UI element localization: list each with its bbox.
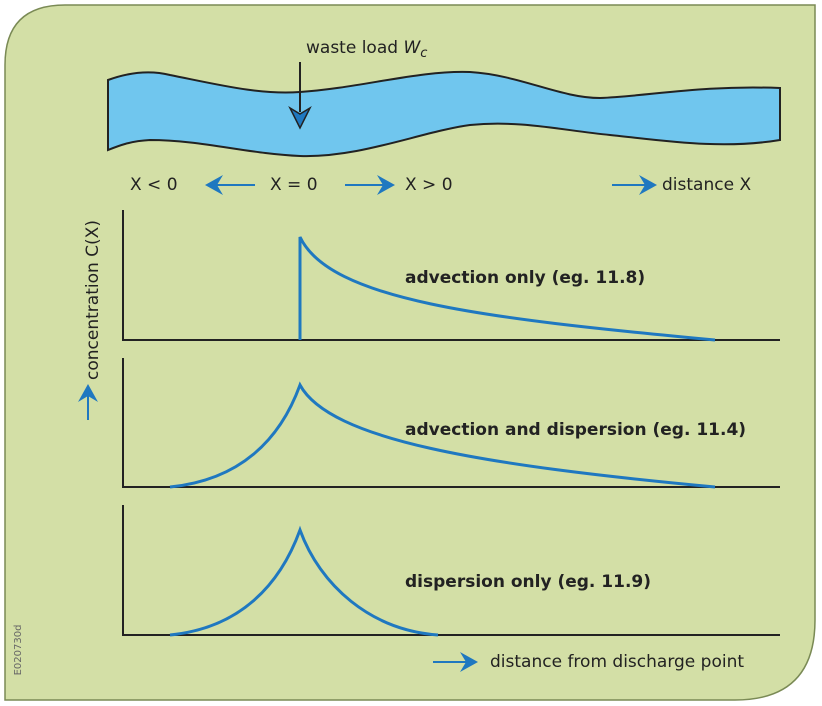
waste-load-label: waste load Wc [306, 38, 427, 61]
x-positive-label: X > 0 [405, 175, 453, 195]
distance-label: distance X [662, 175, 751, 195]
waste-load-symbol: W [403, 38, 421, 58]
y-axis-label: concentration C(X) [83, 220, 103, 380]
x-negative-label: X < 0 [130, 175, 178, 195]
panel-label: dispersion only (eg. 11.9) [405, 572, 651, 592]
figure-id: E020730d [13, 625, 24, 676]
panel-label: advection and dispersion (eg. 11.4) [405, 420, 746, 440]
waste-load-text: waste load [306, 38, 398, 58]
diagram: waste load Wc X < 0 X = 0 X > 0 distance… [0, 0, 822, 706]
panel-label: advection only (eg. 11.8) [405, 268, 645, 288]
x-axis-label: distance from discharge point [490, 652, 744, 672]
waste-load-subscript: c [420, 46, 427, 61]
x-zero-label: X = 0 [270, 175, 318, 195]
